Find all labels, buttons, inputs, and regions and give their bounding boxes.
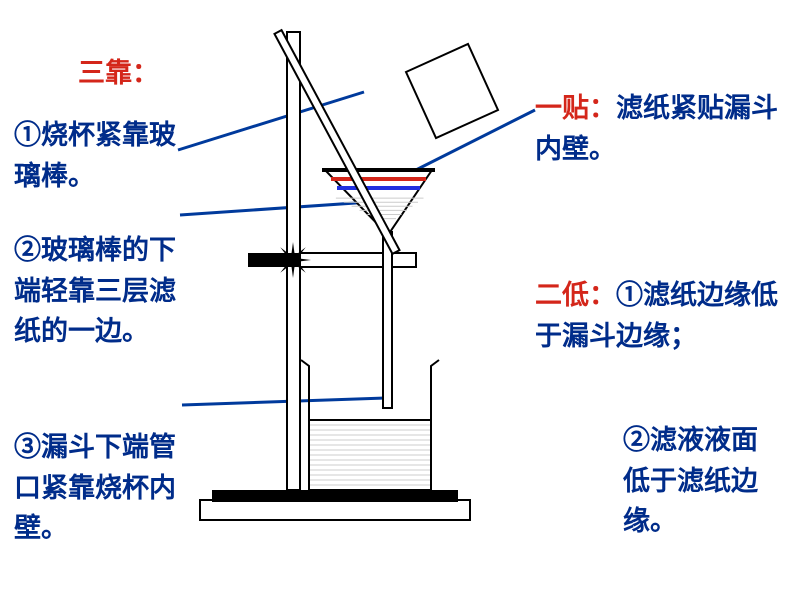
funnel — [322, 170, 435, 408]
leader-lines — [178, 92, 535, 405]
pouring-beaker — [406, 44, 498, 138]
filtration-diagram — [0, 0, 794, 596]
receiving-beaker — [301, 360, 439, 490]
stand-base — [200, 490, 470, 520]
